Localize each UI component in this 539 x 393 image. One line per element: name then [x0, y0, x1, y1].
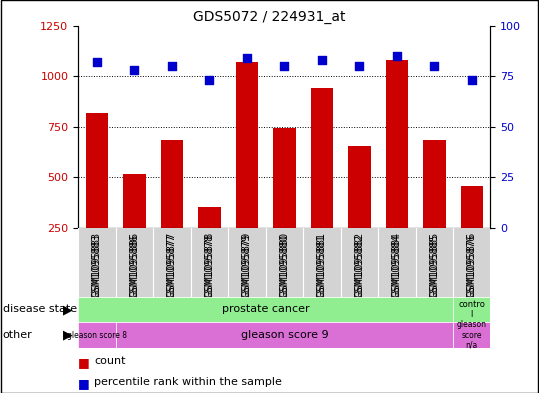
Bar — [453, 297, 490, 322]
Text: ▶: ▶ — [63, 303, 73, 316]
Text: GSM1095886: GSM1095886 — [129, 233, 140, 299]
Bar — [453, 322, 490, 348]
Point — [280, 63, 289, 69]
Text: GSM1095877: GSM1095877 — [167, 231, 177, 297]
Point — [243, 55, 251, 61]
Text: contro
l: contro l — [458, 300, 485, 319]
Text: disease state: disease state — [3, 305, 77, 314]
Text: GSM1095883: GSM1095883 — [92, 233, 102, 299]
Bar — [198, 207, 220, 228]
Bar — [161, 140, 183, 228]
Text: GDS5072 / 224931_at: GDS5072 / 224931_at — [194, 10, 345, 24]
Text: gleason
score
n/a: gleason score n/a — [457, 320, 487, 350]
Text: GSM1095885: GSM1095885 — [429, 233, 439, 299]
Bar — [423, 140, 446, 228]
Point — [130, 67, 139, 73]
Point — [392, 53, 401, 59]
Point — [93, 59, 101, 65]
Bar — [116, 322, 453, 348]
Text: GSM1095882: GSM1095882 — [354, 233, 364, 299]
Bar — [273, 128, 295, 228]
Bar — [78, 322, 116, 348]
Point — [317, 57, 326, 63]
Point — [355, 63, 364, 69]
Text: GSM1095881: GSM1095881 — [317, 231, 327, 296]
Text: GSM1095879: GSM1095879 — [242, 233, 252, 299]
Text: GSM1095883: GSM1095883 — [92, 231, 102, 296]
Point — [430, 63, 439, 69]
Text: GSM1095878: GSM1095878 — [204, 233, 215, 299]
Point — [467, 77, 476, 83]
Text: percentile rank within the sample: percentile rank within the sample — [94, 377, 282, 387]
Text: GSM1095885: GSM1095885 — [429, 231, 439, 297]
Text: ■: ■ — [78, 377, 90, 390]
Bar — [460, 186, 483, 228]
Text: other: other — [3, 330, 32, 340]
Text: GSM1095884: GSM1095884 — [392, 231, 402, 296]
Text: GSM1095876: GSM1095876 — [467, 233, 477, 299]
Text: gleason score 8: gleason score 8 — [67, 331, 127, 340]
Bar — [385, 60, 408, 228]
Point — [168, 63, 176, 69]
Text: GSM1095881: GSM1095881 — [317, 233, 327, 299]
Text: gleason score 9: gleason score 9 — [240, 330, 328, 340]
Text: count: count — [94, 356, 126, 365]
Text: GSM1095879: GSM1095879 — [242, 231, 252, 297]
Bar — [310, 88, 333, 228]
Bar — [236, 62, 258, 228]
Text: GSM1095886: GSM1095886 — [129, 231, 140, 296]
Bar — [86, 112, 108, 228]
Text: prostate cancer: prostate cancer — [222, 305, 309, 314]
Bar — [348, 146, 370, 228]
Point — [205, 77, 213, 83]
Bar — [123, 174, 146, 228]
Text: ■: ■ — [78, 356, 90, 369]
Text: GSM1095880: GSM1095880 — [279, 233, 289, 299]
Text: GSM1095884: GSM1095884 — [392, 233, 402, 299]
Text: GSM1095876: GSM1095876 — [467, 231, 477, 297]
Text: GSM1095877: GSM1095877 — [167, 233, 177, 299]
Text: ▶: ▶ — [63, 329, 73, 342]
Text: GSM1095880: GSM1095880 — [279, 231, 289, 296]
Text: GSM1095882: GSM1095882 — [354, 231, 364, 297]
Text: GSM1095878: GSM1095878 — [204, 231, 215, 297]
